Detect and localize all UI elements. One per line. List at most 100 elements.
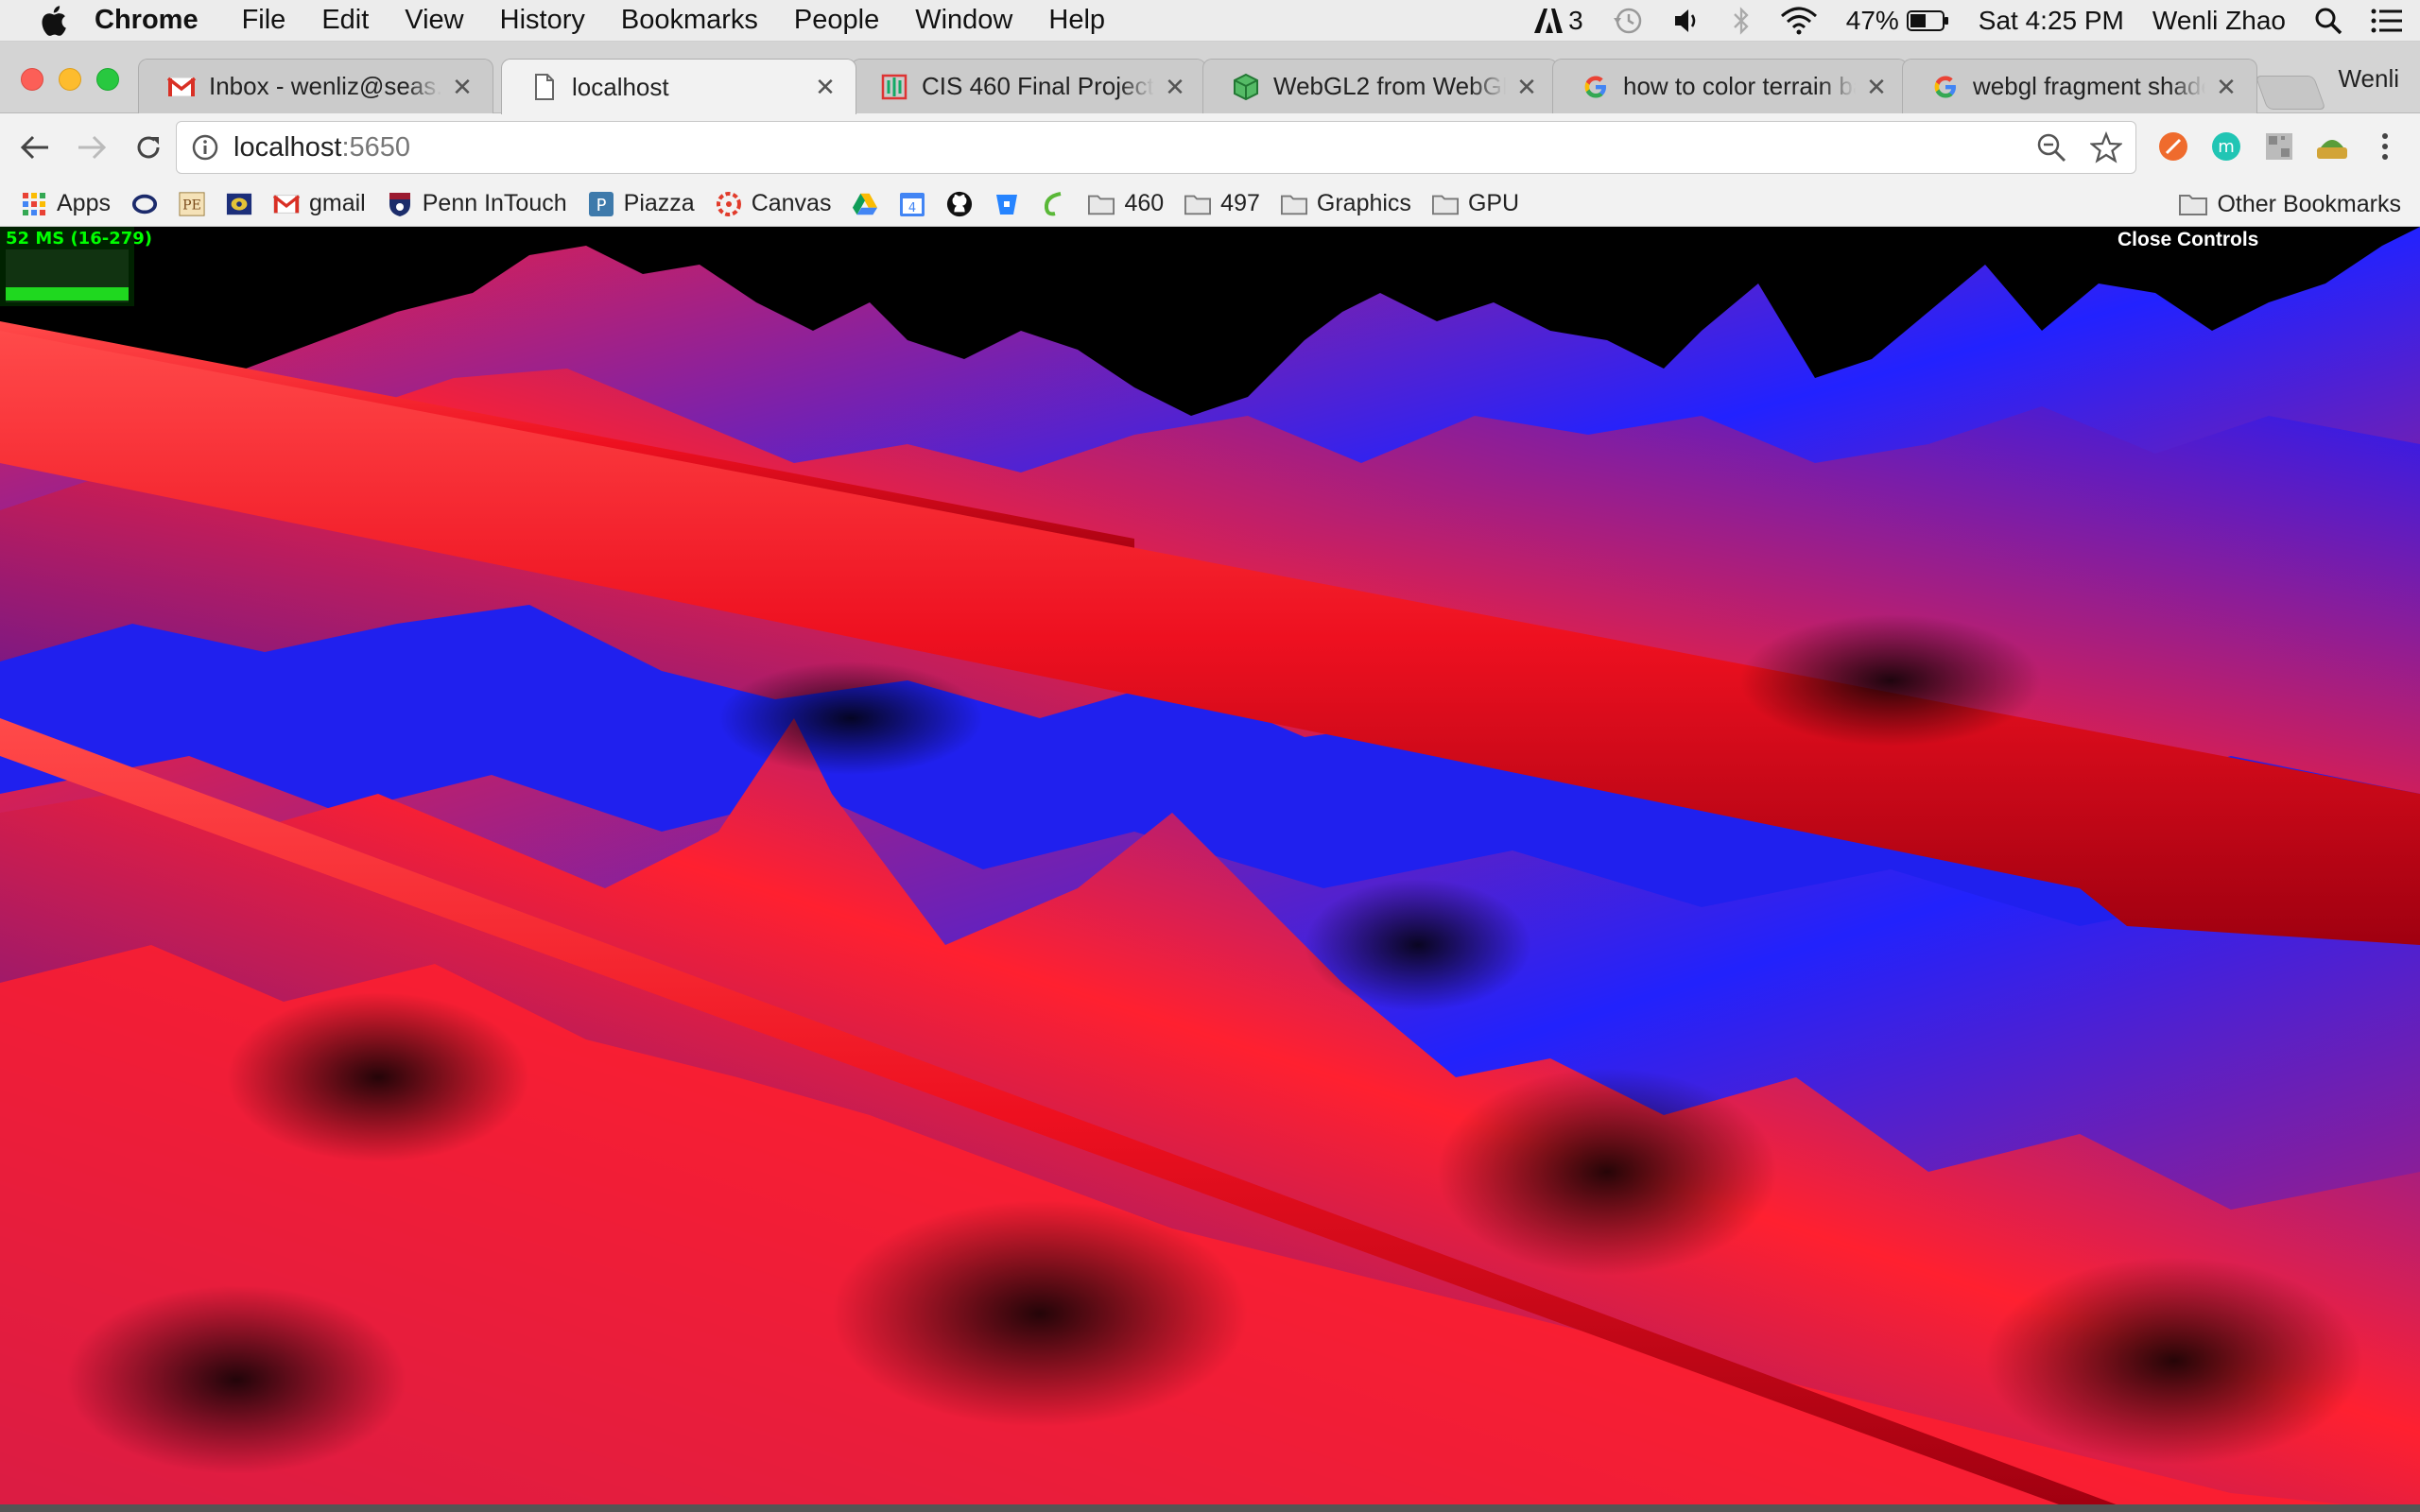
reload-button[interactable] — [127, 126, 170, 169]
close-tab-icon[interactable]: ✕ — [2216, 72, 2237, 101]
menu-view[interactable]: View — [405, 5, 464, 35]
close-tab-icon[interactable]: ✕ — [1516, 72, 1537, 101]
menu-history[interactable]: History — [499, 5, 585, 35]
menu-file[interactable]: File — [241, 5, 286, 35]
stats-graph — [6, 249, 129, 302]
forward-button[interactable] — [70, 126, 113, 169]
folder-icon — [1431, 191, 1459, 217]
stats-ms-text: 52 MS (16-279) — [6, 229, 153, 249]
bookmark-piazza[interactable]: P Piazza — [588, 190, 695, 217]
leaf-icon — [1041, 191, 1067, 217]
tab-title: localhost — [572, 72, 669, 101]
back-button[interactable] — [13, 126, 57, 169]
window-bottom-edge — [0, 1504, 2420, 1512]
svg-text:P: P — [596, 196, 606, 215]
bookmark-label: GPU — [1467, 190, 1520, 216]
bitbucket-icon — [994, 191, 1020, 217]
url-port: :5650 — [341, 131, 411, 163]
chrome-menu-icon[interactable] — [2367, 129, 2403, 164]
gmail-icon — [272, 191, 300, 217]
svg-text:m: m — [2218, 137, 2235, 157]
calendar-icon: 4 — [899, 191, 925, 217]
adobe-status[interactable]: 3 — [1532, 6, 1583, 36]
piazza-icon: P — [588, 191, 614, 217]
tab-title: webgl fragment shader — [1973, 72, 2205, 100]
other-bookmarks-label: Other Bookmarks — [2217, 190, 2401, 217]
google-icon — [1931, 73, 1960, 101]
bookmark-folder-497[interactable]: 497 — [1184, 190, 1260, 217]
clock[interactable]: Sat 4:25 PM — [1978, 6, 2124, 35]
webgl-canvas[interactable]: 52 MS (16-279) Close Controls — [0, 227, 2420, 1512]
bookmark-leaf[interactable] — [1041, 191, 1067, 217]
bookmark-folder-graphics[interactable]: Graphics — [1280, 190, 1411, 217]
browser-toolbar: localhost:5650 — [0, 113, 2420, 181]
pe-icon: PE — [179, 191, 205, 217]
stats-panel[interactable]: 52 MS (16-279) — [0, 227, 152, 306]
extension-qr-icon[interactable] — [2261, 129, 2297, 164]
close-tab-icon[interactable]: ✕ — [815, 73, 836, 101]
folder-icon — [1184, 191, 1212, 217]
battery-percent: 47% — [1845, 6, 1899, 35]
minimize-window-button[interactable] — [59, 68, 81, 91]
new-tab-button[interactable] — [2255, 76, 2326, 110]
profile-name[interactable]: Wenli — [2338, 64, 2399, 93]
address-bar[interactable]: localhost:5650 — [176, 121, 2136, 174]
browser-tab-strip: Inbox - wenliz@seas.upenn.edu ✕ localhos… — [0, 42, 2420, 114]
menu-help[interactable]: Help — [1048, 5, 1106, 35]
bookmark-star-icon[interactable] — [2088, 130, 2124, 168]
time-machine-status[interactable] — [1612, 5, 1644, 37]
tab-cis460-project[interactable]: CIS 460 Final Project - ✕ — [851, 59, 1206, 113]
drive-icon — [852, 191, 878, 217]
battery-status[interactable]: 47% — [1846, 6, 1950, 36]
tab-localhost[interactable]: localhost ✕ — [501, 59, 856, 114]
menu-bookmarks[interactable]: Bookmarks — [620, 5, 758, 35]
bookmark-folder-460[interactable]: 460 — [1088, 190, 1164, 217]
bookmark-folder-gpu[interactable]: GPU — [1431, 190, 1520, 217]
bookmark-penn-intouch[interactable]: Penn InTouch — [387, 190, 567, 217]
folder-icon — [1280, 191, 1307, 217]
extension-teal-m-icon[interactable]: m — [2208, 129, 2244, 164]
tab-terrain-search[interactable]: how to color terrain based ✕ — [1552, 59, 1908, 113]
maximize-window-button[interactable] — [96, 68, 119, 91]
other-bookmarks[interactable]: Other Bookmarks — [2179, 181, 2401, 227]
bookmark-label: Graphics — [1316, 190, 1411, 216]
tab-title: Inbox - wenliz@seas.upenn.edu — [209, 72, 441, 100]
volume-status[interactable] — [1672, 7, 1703, 35]
bookmark-opera[interactable] — [131, 191, 158, 217]
close-tab-icon[interactable]: ✕ — [452, 72, 473, 101]
site-info-icon[interactable] — [190, 132, 220, 163]
close-tab-icon[interactable]: ✕ — [1866, 72, 1887, 101]
extension-orange-icon[interactable] — [2155, 129, 2191, 164]
menu-app-name[interactable]: Chrome — [95, 5, 199, 35]
reload-icon — [137, 136, 160, 159]
zoom-icon[interactable] — [2035, 131, 2067, 168]
apple-icon[interactable] — [36, 4, 70, 38]
tab-title: CIS 460 Final Project - — [922, 72, 1154, 100]
bookmark-calendar[interactable]: 4 — [899, 191, 925, 217]
tab-webgl2-from-webgl1[interactable]: WebGL2 from WebGL1 ✕ — [1202, 59, 1558, 113]
close-window-button[interactable] — [21, 68, 43, 91]
bluetooth-status[interactable] — [1731, 6, 1752, 36]
bookmark-canvas[interactable]: Canvas — [716, 190, 831, 217]
url-text[interactable]: localhost:5650 — [233, 132, 410, 163]
bookmark-bitbucket[interactable] — [994, 191, 1020, 217]
bookmark-sheriff[interactable] — [226, 191, 252, 217]
user-name[interactable]: Wenli Zhao — [2152, 6, 2286, 35]
menu-edit[interactable]: Edit — [321, 5, 370, 35]
bookmark-drive[interactable] — [852, 191, 878, 217]
tab-fragment-shader-search[interactable]: webgl fragment shader ✕ — [1902, 59, 2257, 113]
bookmark-pe[interactable]: PE — [179, 191, 205, 217]
bookmark-github[interactable] — [946, 191, 973, 217]
close-tab-icon[interactable]: ✕ — [1165, 72, 1185, 101]
notification-center[interactable] — [2371, 8, 2403, 34]
menu-window[interactable]: Window — [915, 5, 1013, 35]
menu-people[interactable]: People — [793, 5, 880, 35]
bookmark-apps[interactable]: Apps — [21, 190, 111, 217]
tab-gmail-inbox[interactable]: Inbox - wenliz@seas.upenn.edu ✕ — [138, 59, 493, 113]
close-controls-button[interactable]: Close Controls — [2118, 229, 2259, 250]
spotlight-status[interactable] — [2314, 7, 2342, 35]
extension-bowl-icon[interactable] — [2314, 129, 2350, 164]
bookmark-gmail[interactable]: gmail — [272, 190, 366, 217]
wifi-status[interactable] — [1780, 7, 1818, 35]
apps-grid-icon — [21, 191, 47, 217]
